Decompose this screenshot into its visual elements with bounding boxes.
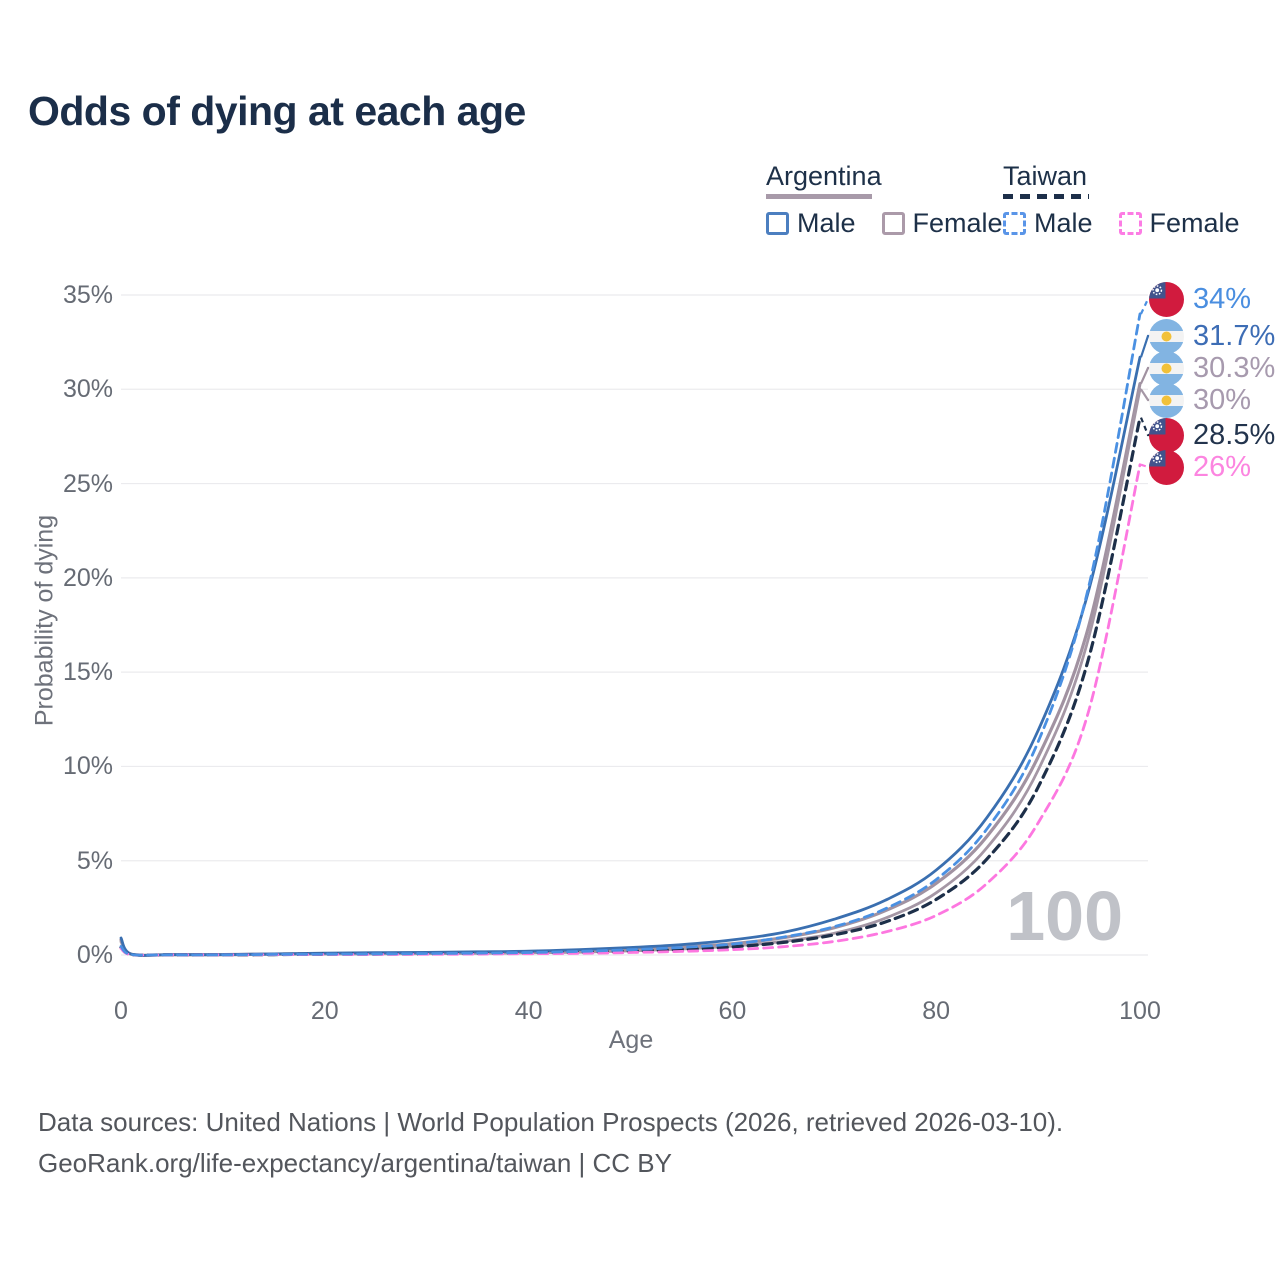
end-label-value-argentina-female: 30% (1193, 383, 1252, 416)
legend-item-argentina-male[interactable]: Male (766, 208, 856, 239)
source-attribution: Data sources: United Nations | World Pop… (38, 1102, 1063, 1184)
legend-swatch-taiwan-female[interactable] (1118, 212, 1142, 235)
legend-country-line-taiwan (1003, 194, 1089, 199)
source-line-1: Data sources: United Nations | World Pop… (38, 1107, 1064, 1137)
y-tick-label: 10% (62, 752, 113, 781)
end-label-taiwan-both[interactable]: 28.5% (1149, 417, 1276, 453)
end-label-argentina-female[interactable]: 30% (1149, 382, 1252, 418)
x-axis-title: Age (608, 1026, 654, 1054)
legend-items-argentina: Male Female (766, 208, 1003, 239)
y-tick-label: 5% (76, 846, 113, 875)
taiwan-flag-icon (1149, 449, 1184, 485)
end-label-value-taiwan-male: 34% (1193, 282, 1252, 315)
end-label-value-taiwan-both: 28.5% (1193, 418, 1276, 451)
x-tick-label: 60 (718, 997, 747, 1025)
x-tick-label: 20 (310, 997, 339, 1025)
source-line-2: GeoRank.org/life-expectancy/argentina/ta… (38, 1148, 672, 1178)
argentina-flag-icon (1149, 382, 1184, 418)
y-tick-label: 15% (62, 658, 113, 687)
y-tick-label: 35% (62, 281, 113, 309)
x-tick-label: 100 (1119, 997, 1161, 1025)
legend-items-taiwan: Male Female (1003, 208, 1240, 239)
x-tick-label: 80 (922, 997, 951, 1025)
end-label-argentina-male[interactable]: 31.7% (1149, 318, 1276, 354)
argentina-flag-icon (1149, 318, 1184, 354)
legend-group-argentina: Argentina Male Female (766, 161, 1003, 239)
y-axis-title: Probability of dying (30, 514, 59, 727)
legend-item-taiwan-female[interactable]: Female (1118, 208, 1240, 239)
series-line-argentina-both[interactable] (119, 382, 1142, 958)
end-label-value-argentina-both: 30.3% (1193, 351, 1276, 384)
end-label-argentina-both[interactable]: 30.3% (1149, 350, 1276, 386)
end-label-taiwan-female[interactable]: 26% (1149, 449, 1252, 485)
legend-swatch-argentina-male[interactable] (766, 212, 789, 235)
legend-item-taiwan-male[interactable]: Male (1003, 208, 1093, 239)
taiwan-flag-icon (1149, 417, 1184, 453)
end-label-value-taiwan-female: 26% (1193, 450, 1252, 483)
x-tick-label: 40 (514, 997, 543, 1025)
y-tick-label: 20% (62, 563, 113, 592)
legend-item-label-argentina-male: Male (797, 208, 856, 238)
series-line-argentina-male[interactable] (119, 355, 1142, 957)
end-label-value-argentina-male: 31.7% (1193, 319, 1276, 352)
series-line-taiwan-both[interactable] (119, 416, 1142, 957)
end-label-taiwan-male[interactable]: 34% (1149, 281, 1252, 317)
page-title: Odds of dying at each age (28, 88, 526, 134)
taiwan-flag-icon (1149, 281, 1184, 317)
legend-swatch-argentina-female[interactable] (881, 212, 905, 235)
legend-item-argentina-female[interactable]: Female (881, 208, 1003, 239)
legend-country-line-argentina (766, 194, 872, 199)
y-tick-label: 25% (62, 469, 113, 498)
hover-age-value: 100 (1006, 877, 1123, 955)
legend-country-argentina: Argentina (766, 161, 882, 191)
legend-country-taiwan: Taiwan (1003, 161, 1088, 191)
legend-group-taiwan: Taiwan Male Female (1003, 161, 1240, 239)
y-tick-label: 0% (76, 941, 113, 969)
argentina-flag-icon (1149, 350, 1184, 386)
x-tick-label: 0 (114, 997, 128, 1025)
legend-item-label-taiwan-female: Female (1149, 208, 1240, 238)
legend-swatch-taiwan-male[interactable] (1003, 212, 1026, 235)
legend-item-label-argentina-female: Female (912, 208, 1003, 238)
series-line-argentina-female[interactable] (119, 387, 1142, 957)
legend-item-label-taiwan-male: Male (1034, 208, 1093, 238)
y-tick-label: 30% (62, 375, 113, 404)
series-line-taiwan-male[interactable] (119, 312, 1142, 957)
